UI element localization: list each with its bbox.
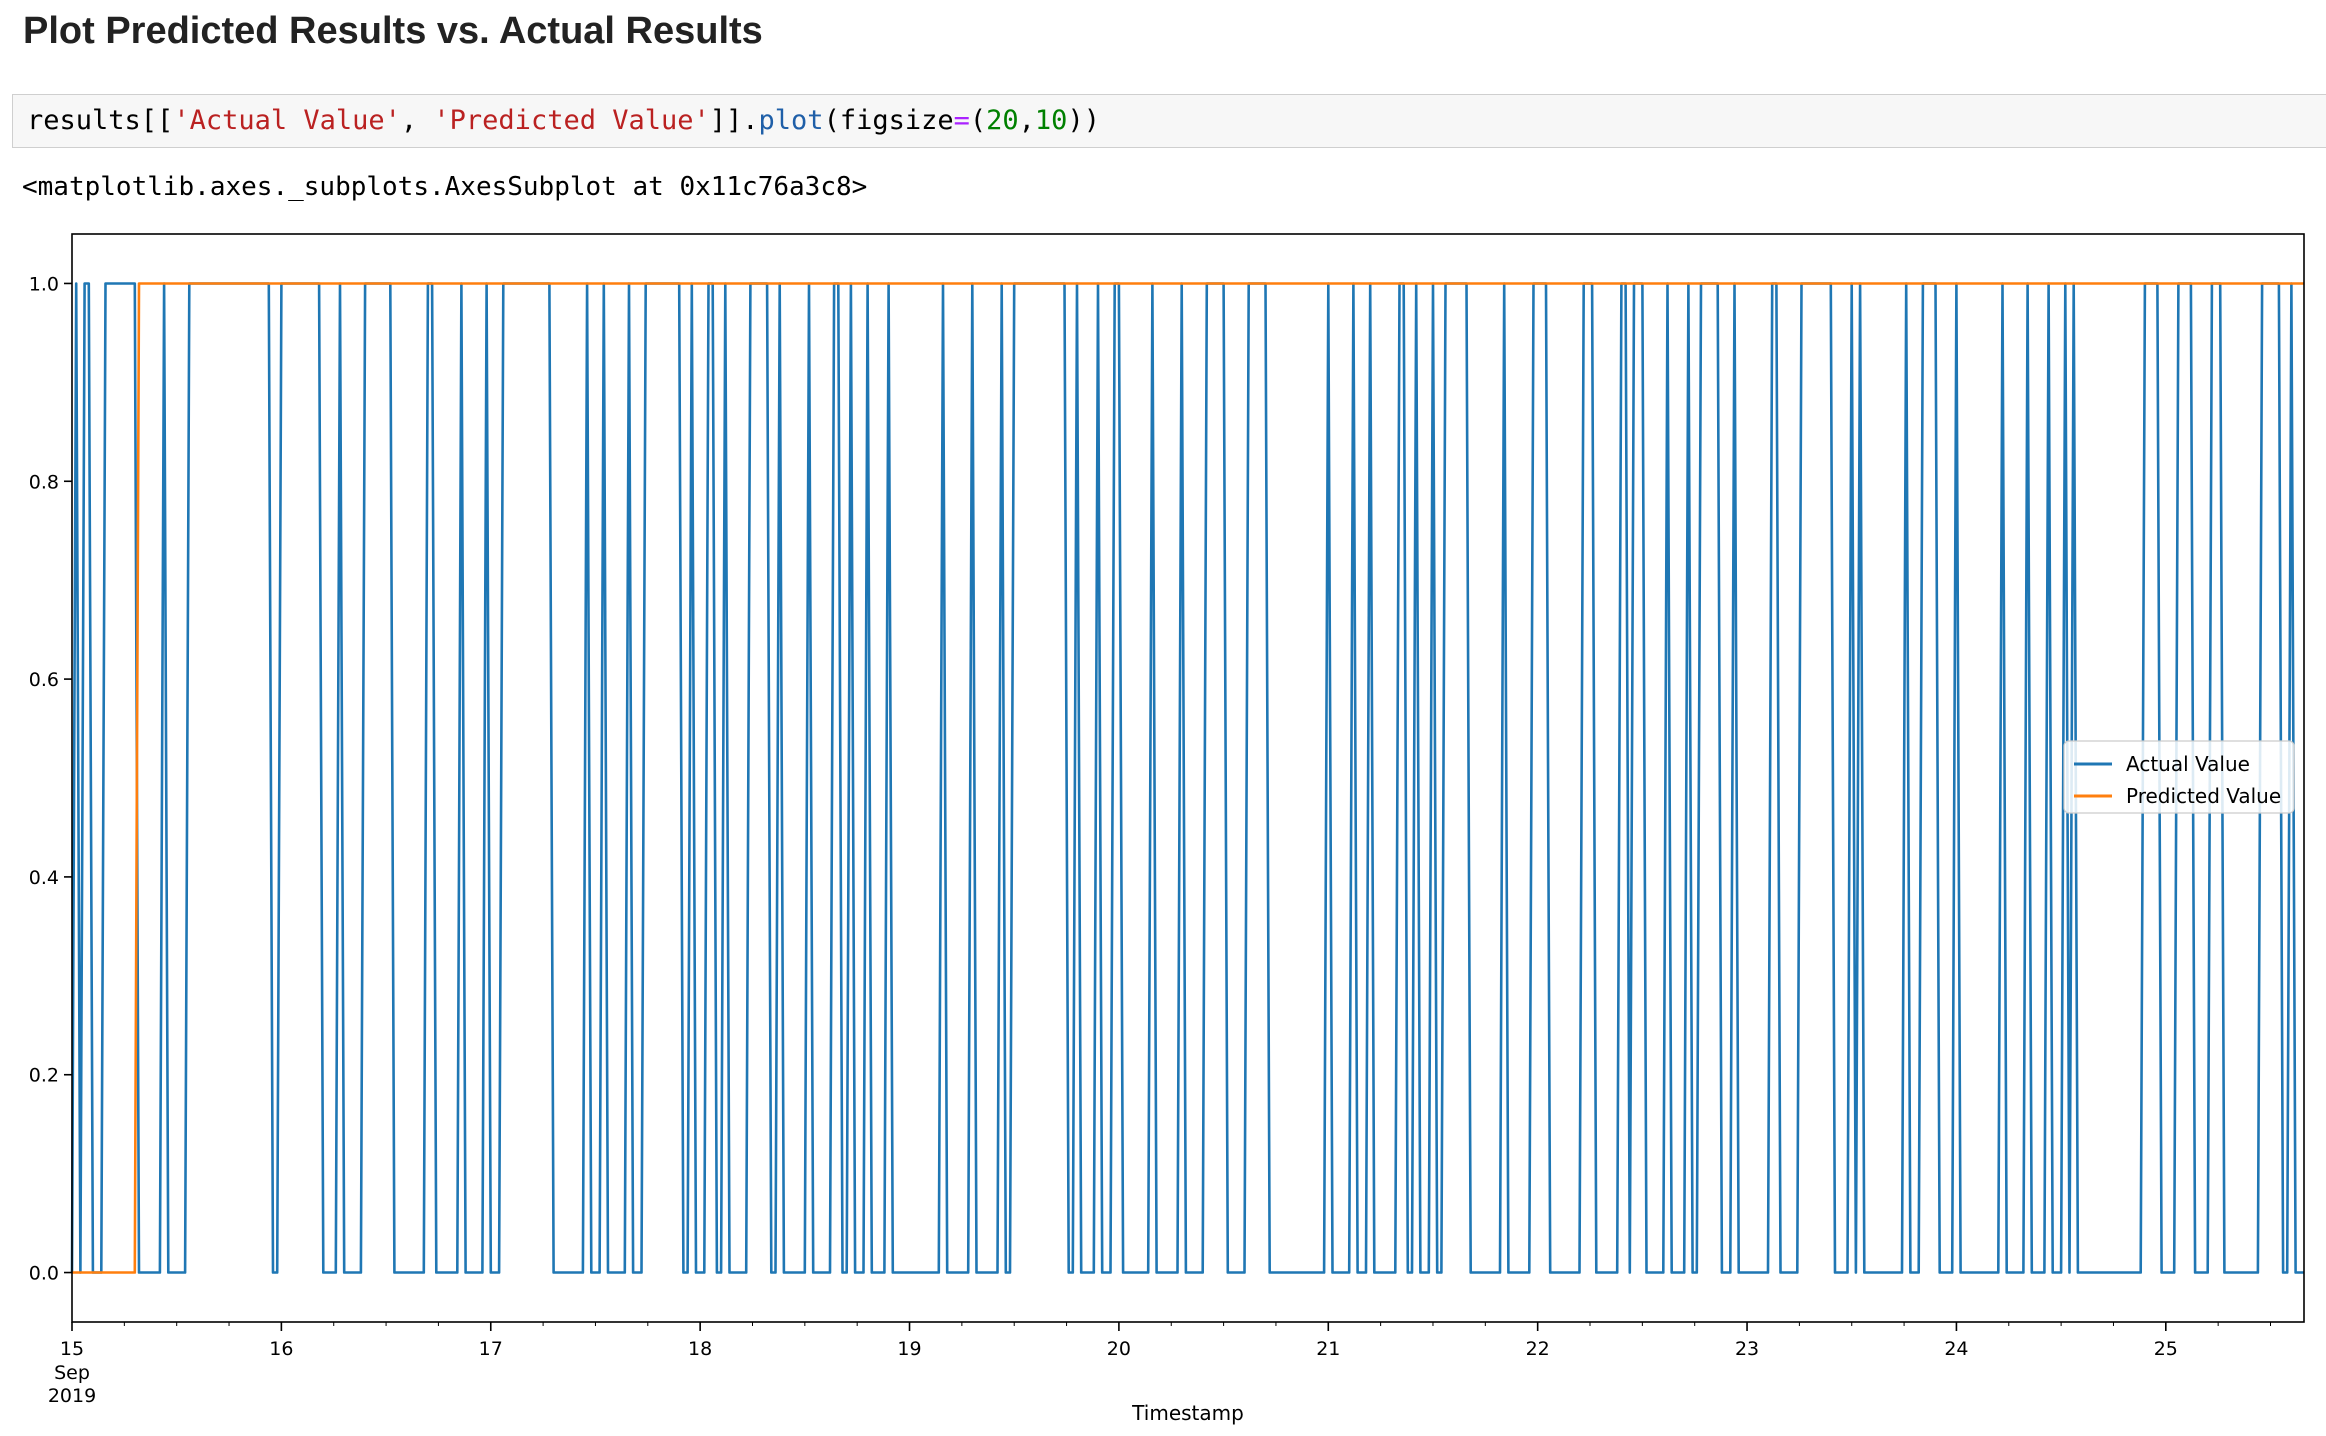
code-token: results[[ <box>27 105 174 136</box>
y-tick-label: 1.0 <box>29 273 59 295</box>
y-tick-label: 0.8 <box>29 471 59 493</box>
x-tick-label: 20 <box>1107 1338 1131 1360</box>
axes-frame <box>71 233 2305 1323</box>
code-token: 20 <box>986 105 1019 136</box>
x-tick-sublabel: 2019 <box>48 1385 96 1407</box>
x-tick-label: 18 <box>688 1338 712 1360</box>
x-tick-label: 22 <box>1526 1338 1550 1360</box>
code-token: = <box>953 105 970 136</box>
code-token: 'Predicted Value' <box>433 105 710 136</box>
series-line-1 <box>70 282 2304 1274</box>
series-layer <box>70 282 2304 1274</box>
y-tick-label: 0.2 <box>29 1065 59 1087</box>
x-tick-label: 25 <box>2154 1338 2178 1360</box>
series-line-2 <box>72 282 2304 1274</box>
x-tick-label: 16 <box>269 1338 293 1360</box>
code-token: )) <box>1067 105 1100 136</box>
x-tick-sublabel: Sep <box>54 1362 90 1384</box>
code-token: plot <box>758 105 824 136</box>
code-token: ]]. <box>709 105 759 136</box>
legend-label: Actual Value <box>2126 752 2250 776</box>
y-tick-label: 0.6 <box>29 669 59 691</box>
code-token: ( <box>969 105 987 136</box>
y-tick-label: 0.0 <box>29 1263 59 1285</box>
x-tick-label: 21 <box>1316 1338 1340 1360</box>
legend-label: Predicted Value <box>2126 784 2281 808</box>
x-tick-label: 24 <box>1944 1338 1968 1360</box>
x-tick-label: 17 <box>479 1338 503 1360</box>
x-tick-label: 19 <box>897 1338 921 1360</box>
x-tick-label: 15 <box>60 1338 84 1360</box>
y-tick-label: 0.4 <box>29 867 59 889</box>
code-token: 'Actual Value' <box>173 105 401 136</box>
code-token: 10 <box>1034 105 1068 136</box>
code-token: , <box>1018 105 1035 136</box>
cell-output-text: <matplotlib.axes._subplots.AxesSubplot a… <box>22 172 868 202</box>
code-token: , <box>400 105 434 136</box>
x-axis-title: Timestamp <box>1131 1401 1244 1425</box>
code-cell[interactable]: results[['Actual Value', 'Predicted Valu… <box>12 94 2326 148</box>
section-heading: Plot Predicted Results vs. Actual Result… <box>23 10 763 52</box>
legend-box <box>2063 740 2295 814</box>
y-axis: 0.0 0.2 0.4 0.6 0.8 1.0 <box>29 273 72 1285</box>
x-tick-label: 23 <box>1735 1338 1759 1360</box>
legend: Actual Value Predicted Value <box>2063 740 2295 814</box>
code-token: (figsize <box>823 105 954 136</box>
